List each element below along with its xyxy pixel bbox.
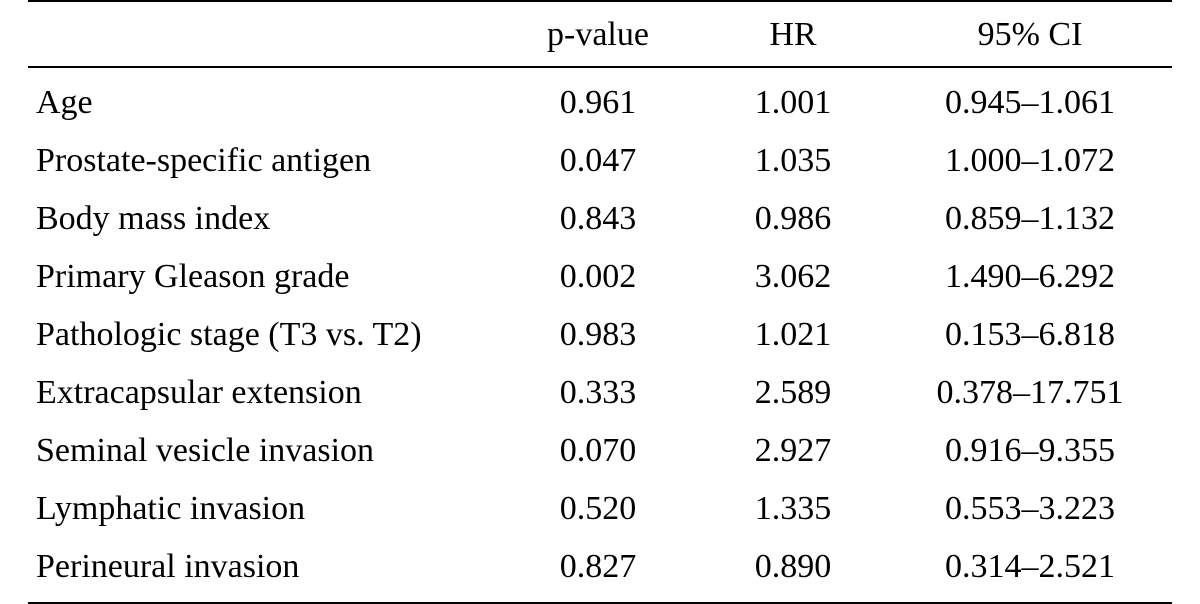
cell-pvalue: 0.843 [498,190,698,248]
stats-table-container: p-value HR 95% CI Age 0.961 1.001 0.945–… [0,0,1200,598]
cell-ci: 0.945–1.061 [888,67,1172,132]
header-variable [28,1,498,67]
cell-variable: Pathologic stage (T3 vs. T2) [28,306,498,364]
stats-table: p-value HR 95% CI Age 0.961 1.001 0.945–… [28,0,1172,604]
cell-variable: Age [28,67,498,132]
cell-pvalue: 0.002 [498,248,698,306]
cell-pvalue: 0.333 [498,364,698,422]
header-pvalue: p-value [498,1,698,67]
cell-pvalue: 0.983 [498,306,698,364]
cell-hr: 1.001 [698,67,888,132]
cell-variable: Primary Gleason grade [28,248,498,306]
table-row: Seminal vesicle invasion 0.070 2.927 0.9… [28,422,1172,480]
cell-ci: 0.553–3.223 [888,480,1172,538]
cell-hr: 1.035 [698,132,888,190]
cell-pvalue: 0.520 [498,480,698,538]
cell-pvalue: 0.070 [498,422,698,480]
cell-ci: 0.859–1.132 [888,190,1172,248]
table-row: Body mass index 0.843 0.986 0.859–1.132 [28,190,1172,248]
table-row: Primary Gleason grade 0.002 3.062 1.490–… [28,248,1172,306]
table-row: Age 0.961 1.001 0.945–1.061 [28,67,1172,132]
header-row: p-value HR 95% CI [28,1,1172,67]
cell-hr: 3.062 [698,248,888,306]
cell-hr: 0.986 [698,190,888,248]
cell-pvalue: 0.827 [498,538,698,603]
cell-variable: Prostate-specific antigen [28,132,498,190]
cell-variable: Perineural invasion [28,538,498,603]
cell-ci: 0.153–6.818 [888,306,1172,364]
table-row: Extracapsular extension 0.333 2.589 0.37… [28,364,1172,422]
cell-ci: 1.000–1.072 [888,132,1172,190]
cell-variable: Extracapsular extension [28,364,498,422]
cell-variable: Lymphatic invasion [28,480,498,538]
cell-hr: 2.589 [698,364,888,422]
cell-pvalue: 0.961 [498,67,698,132]
cell-hr: 1.021 [698,306,888,364]
cell-hr: 1.335 [698,480,888,538]
cell-ci: 0.314–2.521 [888,538,1172,603]
cell-ci: 0.916–9.355 [888,422,1172,480]
cell-hr: 0.890 [698,538,888,603]
table-row: Prostate-specific antigen 0.047 1.035 1.… [28,132,1172,190]
header-hr: HR [698,1,888,67]
cell-ci: 1.490–6.292 [888,248,1172,306]
cell-hr: 2.927 [698,422,888,480]
table-row: Pathologic stage (T3 vs. T2) 0.983 1.021… [28,306,1172,364]
header-ci: 95% CI [888,1,1172,67]
cell-ci: 0.378–17.751 [888,364,1172,422]
cell-pvalue: 0.047 [498,132,698,190]
table-row: Perineural invasion 0.827 0.890 0.314–2.… [28,538,1172,603]
cell-variable: Seminal vesicle invasion [28,422,498,480]
table-row: Lymphatic invasion 0.520 1.335 0.553–3.2… [28,480,1172,538]
cell-variable: Body mass index [28,190,498,248]
